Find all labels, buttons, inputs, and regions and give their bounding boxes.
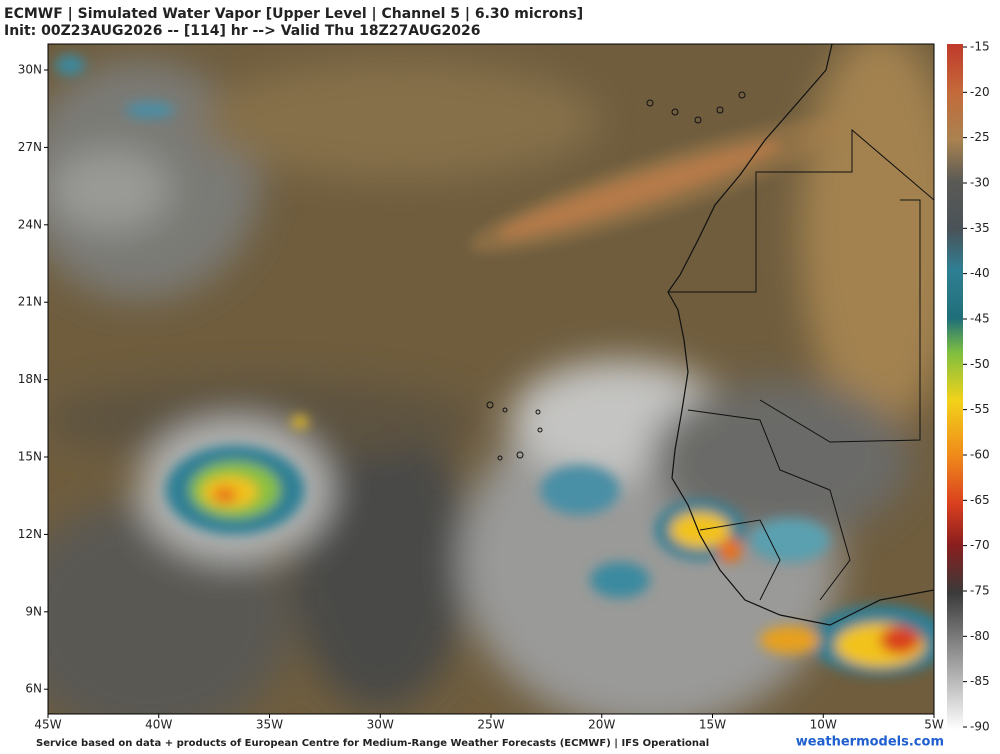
colorbar-label: -45 xyxy=(970,312,990,326)
colorbar-label: -50 xyxy=(970,357,990,371)
lat-label: 27N xyxy=(18,140,42,154)
site-link[interactable]: weathermodels.com xyxy=(796,735,944,750)
lat-label: 15N xyxy=(18,450,42,464)
lat-label: 21N xyxy=(18,295,42,309)
lon-label: 25W xyxy=(477,718,504,732)
colorbar-label: -90 xyxy=(970,720,990,734)
colorbar-label: -35 xyxy=(970,221,990,235)
colorbar xyxy=(947,44,963,730)
colorbar-label: -20 xyxy=(970,85,990,99)
lon-label: 10W xyxy=(810,718,837,732)
lon-label: 15W xyxy=(699,718,726,732)
lon-label: 30W xyxy=(367,718,394,732)
colorbar-label: -80 xyxy=(970,629,990,643)
islands xyxy=(486,91,746,461)
colorbar-label: -15 xyxy=(970,40,990,54)
lat-label: 30N xyxy=(18,63,42,77)
title: ECMWF | Simulated Water Vapor [Upper Lev… xyxy=(4,6,583,22)
lat-label: 6N xyxy=(25,682,42,696)
map-image xyxy=(48,44,934,714)
lat-label: 9N xyxy=(25,604,42,618)
lat-label: 12N xyxy=(18,527,42,541)
colorbar-label: -60 xyxy=(970,448,990,462)
colorbar-label: -85 xyxy=(970,674,990,688)
borders xyxy=(668,128,934,601)
credit: Service based on data + products of Euro… xyxy=(36,738,709,749)
lon-label: 35W xyxy=(256,718,283,732)
coastline xyxy=(667,44,934,626)
lon-label: 5W xyxy=(924,718,944,732)
colorbar-label: -70 xyxy=(970,538,990,552)
colorbar-label: -40 xyxy=(970,266,990,280)
lon-label: 45W xyxy=(34,718,61,732)
lon-label: 40W xyxy=(145,718,172,732)
lat-label: 24N xyxy=(18,217,42,231)
lon-label: 20W xyxy=(588,718,615,732)
colorbar-label: -65 xyxy=(970,493,990,507)
colorbar-label: -30 xyxy=(970,176,990,190)
subtitle: Init: 00Z23AUG2026 -- [114] hr --> Valid… xyxy=(4,23,480,39)
colorbar-label: -75 xyxy=(970,584,990,598)
colorbar-label: -55 xyxy=(970,402,990,416)
colorbar-label: -25 xyxy=(970,130,990,144)
lat-label: 18N xyxy=(18,372,42,386)
